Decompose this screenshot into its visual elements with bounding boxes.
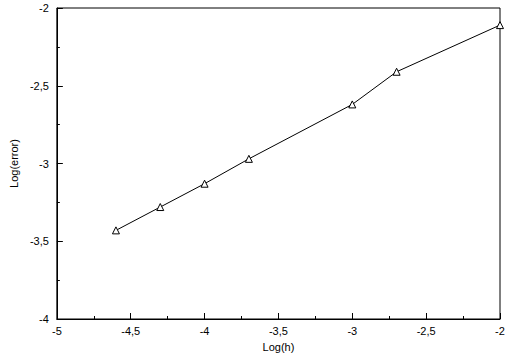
svg-text:-2: -2 (39, 2, 49, 14)
svg-text:-4: -4 (200, 325, 210, 337)
svg-text:Log(h): Log(h) (263, 341, 295, 353)
svg-text:Log(error): Log(error) (8, 139, 20, 188)
svg-text:-5: -5 (52, 325, 62, 337)
svg-text:-4: -4 (39, 313, 49, 325)
svg-text:-3,5: -3,5 (30, 235, 49, 247)
svg-text:-2: -2 (495, 325, 505, 337)
svg-text:-3: -3 (39, 158, 49, 170)
svg-text:-2,5: -2,5 (30, 80, 49, 92)
svg-text:-3: -3 (347, 325, 357, 337)
svg-text:-4,5: -4,5 (121, 325, 140, 337)
svg-text:-3,5: -3,5 (269, 325, 288, 337)
svg-text:-2,5: -2,5 (417, 325, 436, 337)
